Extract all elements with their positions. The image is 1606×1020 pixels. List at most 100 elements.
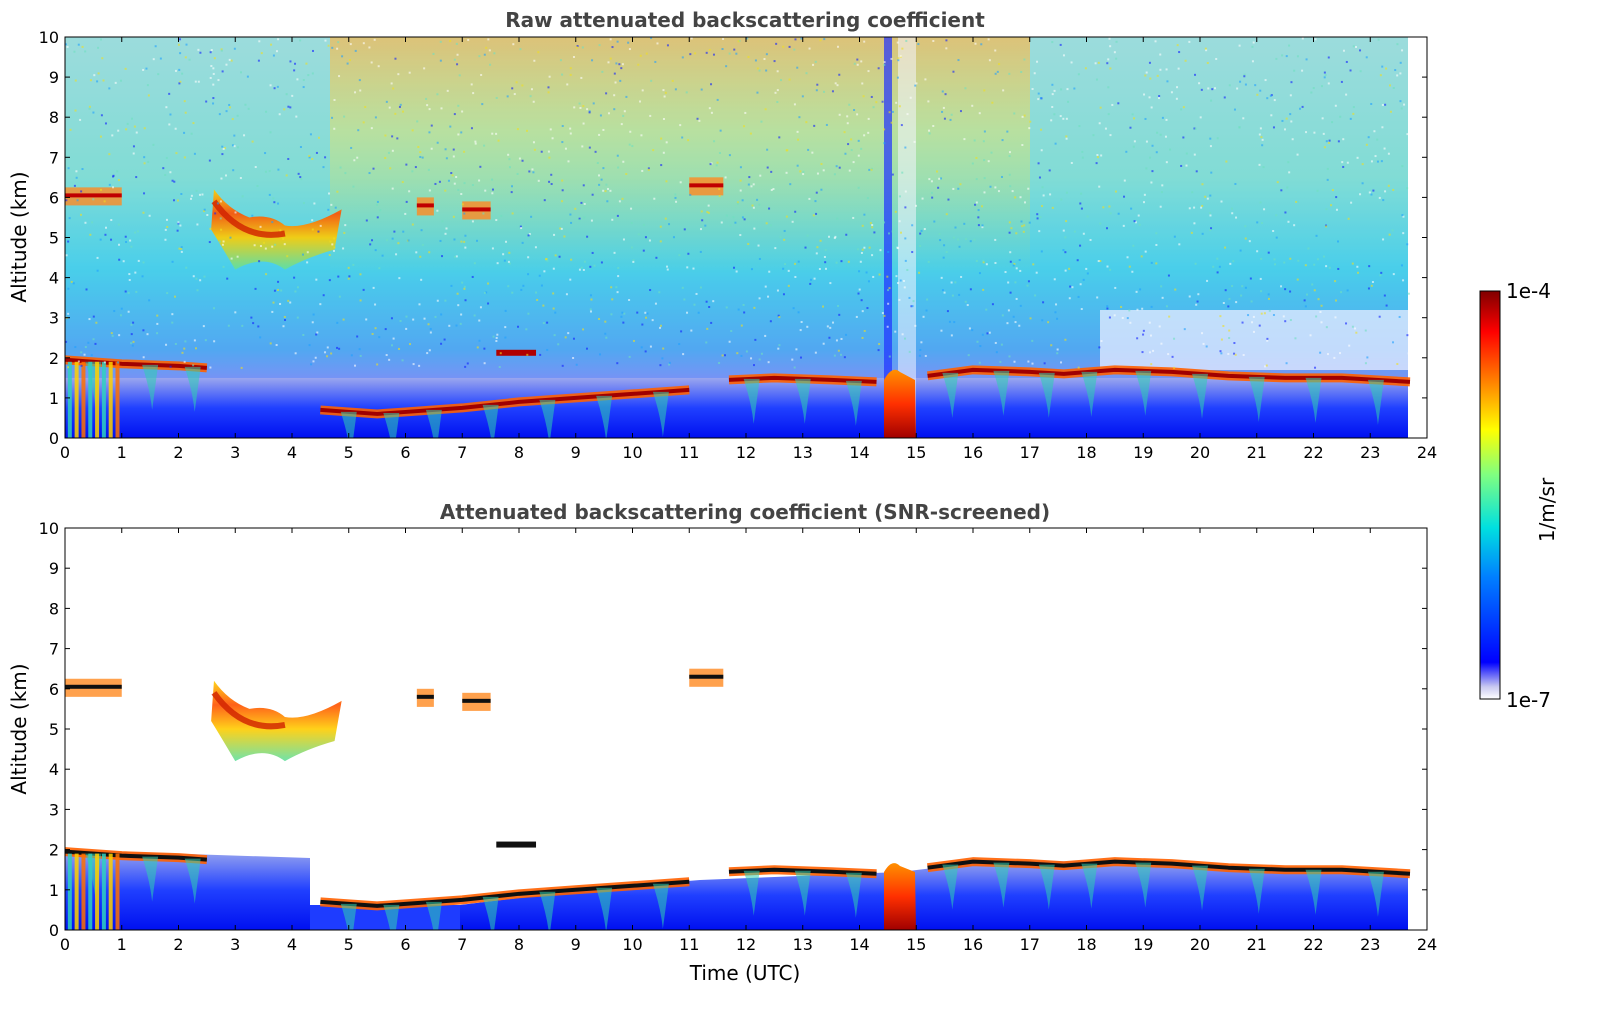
y-tick-label: 4 bbox=[49, 760, 59, 779]
noise-speckle bbox=[1028, 127, 1031, 130]
noise-speckle bbox=[453, 255, 456, 258]
fall-streak bbox=[1081, 863, 1098, 909]
noise-speckle bbox=[1013, 112, 1016, 115]
noise-speckle bbox=[687, 139, 690, 142]
noise-speckle bbox=[660, 137, 663, 140]
noise-speckle bbox=[110, 238, 113, 241]
noise-speckle bbox=[1051, 83, 1054, 86]
noise-speckle bbox=[1109, 268, 1112, 271]
noise-speckle bbox=[891, 110, 894, 113]
noise-speckle bbox=[463, 287, 466, 290]
noise-speckle bbox=[1209, 145, 1212, 148]
noise-speckle bbox=[941, 90, 944, 93]
noise-speckle bbox=[1212, 265, 1215, 268]
noise-speckle bbox=[92, 338, 95, 341]
panel2-title: Attenuated backscattering coefficient (S… bbox=[440, 500, 1050, 524]
noise-speckle bbox=[202, 325, 205, 328]
noise-speckle bbox=[632, 339, 635, 342]
noise-speckle bbox=[142, 329, 145, 332]
noise-speckle bbox=[873, 231, 876, 234]
noise-speckle bbox=[796, 164, 799, 167]
noise-speckle bbox=[943, 244, 946, 247]
noise-speckle bbox=[516, 172, 519, 175]
noise-speckle bbox=[838, 113, 841, 116]
noise-speckle bbox=[1260, 290, 1263, 293]
noise-speckle bbox=[1021, 144, 1024, 147]
noise-speckle bbox=[114, 81, 117, 84]
noise-speckle bbox=[359, 299, 362, 302]
noise-speckle bbox=[1015, 232, 1018, 235]
noise-speckle bbox=[223, 147, 226, 150]
x-tick-label: 11 bbox=[679, 935, 699, 954]
noise-speckle bbox=[782, 45, 785, 48]
noise-speckle bbox=[1236, 87, 1239, 90]
x-tick-label: 8 bbox=[514, 443, 524, 462]
noise-speckle bbox=[1223, 96, 1226, 99]
noise-speckle bbox=[378, 267, 381, 270]
noise-speckle bbox=[937, 186, 940, 189]
y-tick-label: 7 bbox=[49, 640, 59, 659]
noise-speckle bbox=[957, 59, 960, 62]
noise-speckle bbox=[277, 38, 280, 41]
noise-speckle bbox=[1325, 140, 1328, 143]
noise-speckle bbox=[730, 330, 733, 333]
noise-speckle bbox=[291, 94, 294, 97]
noise-speckle bbox=[847, 260, 850, 263]
x-tick-label: 23 bbox=[1360, 935, 1380, 954]
noise-speckle bbox=[455, 255, 458, 258]
noise-speckle bbox=[333, 127, 336, 130]
noise-speckle bbox=[408, 343, 411, 346]
noise-speckle bbox=[886, 275, 889, 278]
noise-speckle bbox=[786, 149, 789, 152]
noise-speckle bbox=[436, 93, 439, 96]
noise-speckle bbox=[259, 245, 262, 248]
noise-speckle bbox=[816, 83, 819, 86]
noise-speckle bbox=[269, 342, 272, 345]
noise-speckle bbox=[429, 331, 432, 334]
noise-speckle bbox=[896, 247, 899, 250]
noise-speckle bbox=[1009, 260, 1012, 263]
noise-speckle bbox=[1082, 232, 1085, 235]
y-tick-label: 5 bbox=[49, 229, 59, 248]
noise-speckle bbox=[785, 171, 788, 174]
noise-speckle bbox=[1132, 145, 1135, 148]
noise-speckle bbox=[1197, 293, 1200, 296]
noise-speckle bbox=[1071, 286, 1074, 289]
noise-speckle bbox=[898, 195, 901, 198]
noise-speckle bbox=[1287, 161, 1290, 164]
noise-speckle bbox=[1173, 235, 1176, 238]
noise-speckle bbox=[448, 324, 451, 327]
noise-speckle bbox=[171, 321, 174, 324]
noise-speckle bbox=[265, 273, 268, 276]
noise-speckle bbox=[478, 179, 481, 182]
noise-speckle bbox=[737, 308, 740, 311]
noise-speckle bbox=[940, 276, 943, 279]
noise-speckle bbox=[117, 179, 120, 182]
noise-speckle bbox=[438, 180, 441, 183]
noise-speckle bbox=[1096, 153, 1099, 156]
noise-speckle bbox=[1132, 244, 1135, 247]
noise-speckle bbox=[508, 166, 511, 169]
noise-speckle bbox=[1327, 56, 1330, 59]
noise-speckle bbox=[860, 299, 863, 302]
noise-speckle bbox=[308, 344, 311, 347]
noise-speckle bbox=[743, 218, 746, 221]
noise-speckle bbox=[1359, 70, 1362, 73]
noise-speckle bbox=[458, 74, 461, 77]
noise-speckle bbox=[508, 262, 511, 265]
noise-speckle bbox=[974, 42, 977, 45]
noise-speckle bbox=[1209, 137, 1212, 140]
noise-speckle bbox=[728, 52, 731, 55]
fall-streak bbox=[74, 853, 79, 930]
noise-speckle bbox=[745, 350, 748, 353]
noise-speckle bbox=[764, 108, 767, 111]
noise-speckle bbox=[974, 203, 977, 206]
noise-speckle bbox=[540, 150, 543, 153]
x-tick-label: 19 bbox=[1133, 935, 1153, 954]
noise-speckle bbox=[952, 236, 955, 239]
noise-speckle bbox=[996, 70, 999, 73]
x-tick-label: 14 bbox=[849, 443, 869, 462]
noise-speckle bbox=[660, 164, 663, 167]
noise-speckle bbox=[900, 124, 903, 127]
noise-speckle bbox=[1131, 113, 1134, 116]
